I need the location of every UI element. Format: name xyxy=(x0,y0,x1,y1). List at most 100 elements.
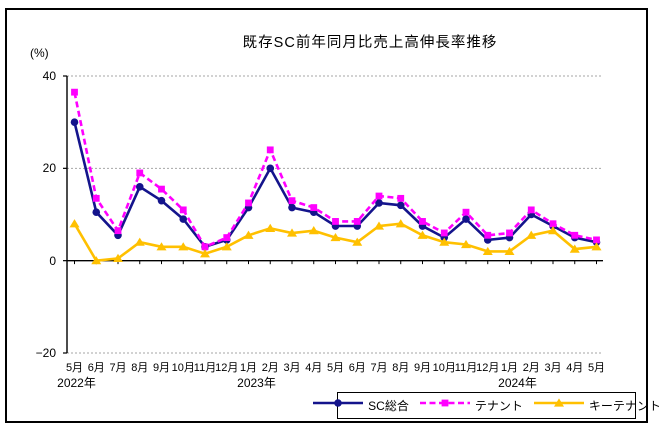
marker-key-tenant xyxy=(91,256,102,265)
marker-sc-sogo xyxy=(288,203,296,212)
month-label: 12月 xyxy=(215,362,239,374)
y-tick-label--20: −20 xyxy=(35,346,56,360)
marker-key-tenant xyxy=(569,244,580,253)
marker-key-tenant xyxy=(417,230,428,239)
marker-key-tenant xyxy=(265,223,276,232)
month-label: 4月 xyxy=(566,362,584,374)
year-label: 2024年 xyxy=(498,376,537,390)
marker-key-tenant xyxy=(526,230,537,239)
marker-sc-sogo xyxy=(396,201,405,210)
marker-sc-sogo xyxy=(266,164,275,173)
marker-tenant xyxy=(506,229,513,237)
marker-key-tenant xyxy=(113,253,123,262)
legend-item-tenant: テナント xyxy=(419,396,523,415)
marker-tenant xyxy=(462,208,470,216)
marker-tenant xyxy=(179,206,187,214)
marker-tenant xyxy=(201,243,209,251)
marker-key-tenant xyxy=(134,237,145,246)
marker-tenant xyxy=(114,227,122,235)
marker-tenant xyxy=(136,169,144,177)
marker-key-tenant xyxy=(395,219,406,228)
marker-key-tenant xyxy=(482,246,493,256)
y-axis-unit-label: (%) xyxy=(30,46,49,60)
marker-tenant xyxy=(440,229,448,237)
marker-sc-sogo-legend xyxy=(334,399,342,407)
marker-sc-sogo xyxy=(462,215,470,223)
month-label: 5月 xyxy=(326,362,345,374)
month-label: 9月 xyxy=(152,362,171,374)
month-label: 11月 xyxy=(193,362,217,374)
marker-sc-sogo xyxy=(92,208,101,216)
month-label: 5月 xyxy=(65,362,84,374)
legend-label-sc-sogo: SC総合 xyxy=(368,399,409,413)
month-label: 3月 xyxy=(544,362,562,374)
legend: SC総合 テナント キーテナント xyxy=(313,392,659,419)
legend-label-tenant: テナント xyxy=(474,399,523,413)
marker-key-tenant xyxy=(548,226,558,235)
month-label: 1月 xyxy=(500,362,519,374)
marker-tenant xyxy=(266,146,274,154)
y-tick-label-20: 20 xyxy=(42,161,56,176)
tenant-line-sample-icon xyxy=(419,396,471,415)
marker-key-tenant xyxy=(178,242,189,251)
month-label: 10月 xyxy=(432,362,456,374)
month-label: 6月 xyxy=(348,362,366,374)
marker-key-tenant xyxy=(374,221,384,230)
key-tenant-swatch-svg xyxy=(533,398,584,407)
marker-sc-sogo xyxy=(157,196,166,205)
marker-sc-sogo xyxy=(179,215,188,223)
marker-tenant xyxy=(397,194,405,202)
tenant-swatch-svg xyxy=(419,399,470,407)
marker-key-tenant xyxy=(504,246,515,256)
marker-tenant xyxy=(593,236,600,244)
chart-title: 既存SC前年同月比売上高伸長率推移 xyxy=(242,35,498,51)
marker-key-tenant xyxy=(308,226,319,235)
marker-tenant-legend xyxy=(441,399,449,407)
year-label: 2022年 xyxy=(57,376,96,390)
month-label: 9月 xyxy=(413,362,432,374)
marker-tenant xyxy=(71,88,78,96)
marker-key-tenant-legend xyxy=(553,398,564,407)
marker-sc-sogo xyxy=(70,118,79,126)
marker-tenant xyxy=(484,231,492,239)
marker-tenant xyxy=(549,220,557,228)
month-label: 10月 xyxy=(171,362,195,374)
marker-tenant xyxy=(353,218,361,225)
marker-key-tenant xyxy=(156,242,167,251)
month-label: 2月 xyxy=(261,362,279,374)
month-label: 5月 xyxy=(587,362,606,374)
marker-key-tenant xyxy=(439,237,450,246)
marker-sc-sogo xyxy=(135,183,144,191)
legend-item-key-tenant: キーテナント xyxy=(533,396,659,415)
year-label: 2023年 xyxy=(237,376,276,390)
marker-tenant xyxy=(375,192,383,200)
key-tenant-line-sample-icon xyxy=(533,396,585,415)
marker-key-tenant xyxy=(200,249,210,258)
marker-key-tenant xyxy=(330,232,341,242)
marker-tenant xyxy=(245,199,252,207)
marker-tenant xyxy=(571,231,579,239)
month-label: 8月 xyxy=(392,362,410,374)
marker-key-tenant xyxy=(243,230,254,239)
month-label: 7月 xyxy=(370,362,388,374)
month-label: 8月 xyxy=(131,362,149,374)
sc-sogo-swatch-svg xyxy=(313,399,364,407)
month-label: 12月 xyxy=(476,362,500,374)
marker-key-tenant xyxy=(287,228,297,237)
marker-key-tenant xyxy=(591,242,602,251)
marker-tenant xyxy=(527,206,535,214)
marker-key-tenant xyxy=(221,242,232,251)
marker-tenant xyxy=(332,218,339,225)
y-tick-label-40: 40 xyxy=(42,69,56,83)
marker-tenant xyxy=(310,204,318,211)
marker-tenant xyxy=(158,185,165,193)
marker-sc-sogo xyxy=(375,199,383,207)
month-label: 7月 xyxy=(109,362,127,374)
marker-key-tenant xyxy=(352,237,363,246)
month-label: 11月 xyxy=(454,362,478,374)
month-label: 1月 xyxy=(239,362,258,374)
marker-tenant xyxy=(92,194,100,202)
month-label: 3月 xyxy=(283,362,301,374)
